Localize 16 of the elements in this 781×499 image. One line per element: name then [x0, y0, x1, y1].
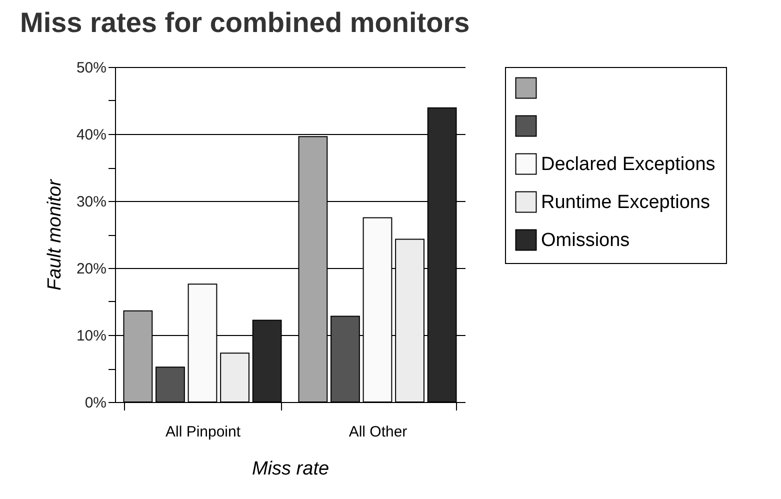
y-tick-label: 50%: [76, 60, 106, 76]
bar: [220, 352, 250, 402]
y-axis-title: Fault monitor: [44, 178, 66, 290]
bar: [156, 366, 185, 402]
legend-label: Runtime Exceptions: [541, 192, 710, 213]
chart-title: Miss rates for combined monitors: [20, 7, 470, 38]
y-tick-label: 10%: [76, 328, 106, 344]
x-axis-title: Miss rate: [252, 458, 330, 480]
y-tick-label: 20%: [76, 260, 106, 278]
legend-label: Declared Exceptions: [541, 154, 716, 175]
x-tick-label: All Other: [348, 424, 408, 440]
legend-label: Omissions: [541, 230, 630, 251]
y-tick-label: 30%: [76, 194, 106, 210]
y-tick-label: 0%: [84, 394, 106, 412]
y-tick-label: 40%: [76, 126, 106, 144]
x-tick-label: All Pinpoint: [165, 424, 242, 440]
